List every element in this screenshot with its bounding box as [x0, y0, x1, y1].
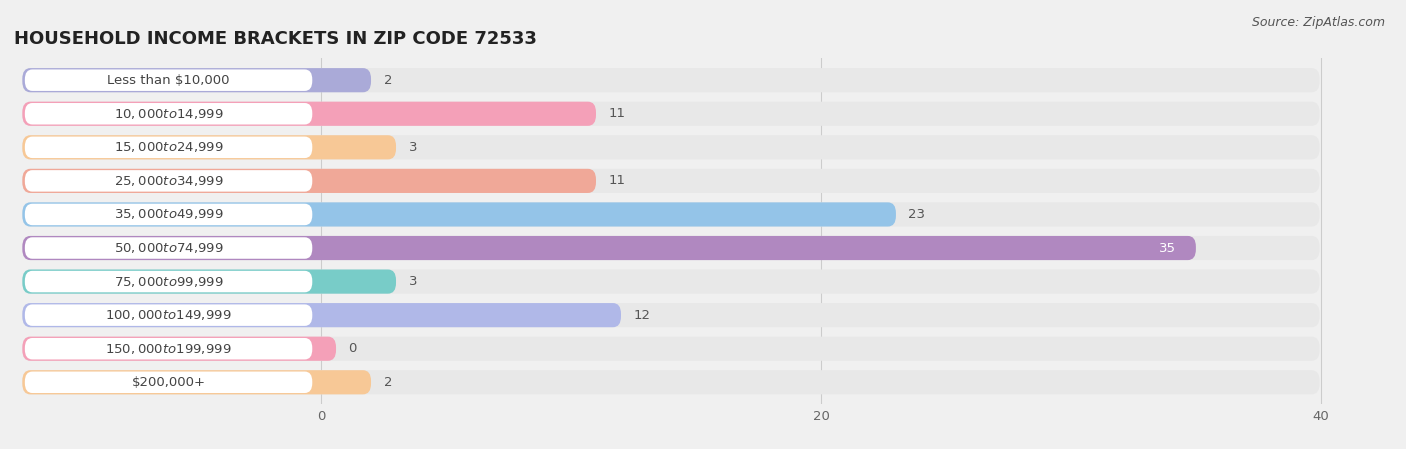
FancyBboxPatch shape	[22, 337, 336, 361]
Text: 11: 11	[609, 174, 626, 187]
Text: 3: 3	[409, 275, 418, 288]
Text: 2: 2	[384, 74, 392, 87]
FancyBboxPatch shape	[25, 271, 312, 292]
FancyBboxPatch shape	[25, 103, 312, 124]
FancyBboxPatch shape	[22, 269, 1320, 294]
FancyBboxPatch shape	[22, 370, 371, 394]
FancyBboxPatch shape	[22, 303, 1320, 327]
FancyBboxPatch shape	[25, 136, 312, 158]
FancyBboxPatch shape	[22, 202, 1320, 227]
FancyBboxPatch shape	[22, 169, 596, 193]
Text: $15,000 to $24,999: $15,000 to $24,999	[114, 141, 224, 154]
Text: Source: ZipAtlas.com: Source: ZipAtlas.com	[1251, 16, 1385, 29]
FancyBboxPatch shape	[22, 236, 1197, 260]
Text: 11: 11	[609, 107, 626, 120]
Text: HOUSEHOLD INCOME BRACKETS IN ZIP CODE 72533: HOUSEHOLD INCOME BRACKETS IN ZIP CODE 72…	[14, 31, 537, 48]
FancyBboxPatch shape	[22, 337, 1320, 361]
FancyBboxPatch shape	[22, 236, 1320, 260]
Text: 3: 3	[409, 141, 418, 154]
Text: Less than $10,000: Less than $10,000	[107, 74, 229, 87]
Text: 12: 12	[634, 308, 651, 321]
Text: $150,000 to $199,999: $150,000 to $199,999	[105, 342, 232, 356]
Text: $75,000 to $99,999: $75,000 to $99,999	[114, 275, 224, 289]
FancyBboxPatch shape	[22, 370, 1320, 394]
Text: $100,000 to $149,999: $100,000 to $149,999	[105, 308, 232, 322]
FancyBboxPatch shape	[22, 135, 1320, 159]
Text: $200,000+: $200,000+	[132, 376, 205, 389]
Text: 23: 23	[908, 208, 925, 221]
FancyBboxPatch shape	[25, 304, 312, 326]
FancyBboxPatch shape	[22, 101, 1320, 126]
FancyBboxPatch shape	[22, 68, 1320, 92]
Text: $50,000 to $74,999: $50,000 to $74,999	[114, 241, 224, 255]
FancyBboxPatch shape	[22, 68, 371, 92]
FancyBboxPatch shape	[25, 237, 312, 259]
Text: $25,000 to $34,999: $25,000 to $34,999	[114, 174, 224, 188]
FancyBboxPatch shape	[22, 303, 621, 327]
FancyBboxPatch shape	[25, 371, 312, 393]
Text: 2: 2	[384, 376, 392, 389]
FancyBboxPatch shape	[25, 338, 312, 360]
Text: 0: 0	[349, 342, 357, 355]
FancyBboxPatch shape	[22, 269, 396, 294]
Text: $10,000 to $14,999: $10,000 to $14,999	[114, 107, 224, 121]
FancyBboxPatch shape	[22, 101, 596, 126]
Text: 35: 35	[1159, 242, 1175, 255]
FancyBboxPatch shape	[25, 70, 312, 91]
FancyBboxPatch shape	[22, 169, 1320, 193]
FancyBboxPatch shape	[25, 170, 312, 192]
FancyBboxPatch shape	[25, 204, 312, 225]
Text: $35,000 to $49,999: $35,000 to $49,999	[114, 207, 224, 221]
FancyBboxPatch shape	[22, 202, 896, 227]
FancyBboxPatch shape	[22, 135, 396, 159]
